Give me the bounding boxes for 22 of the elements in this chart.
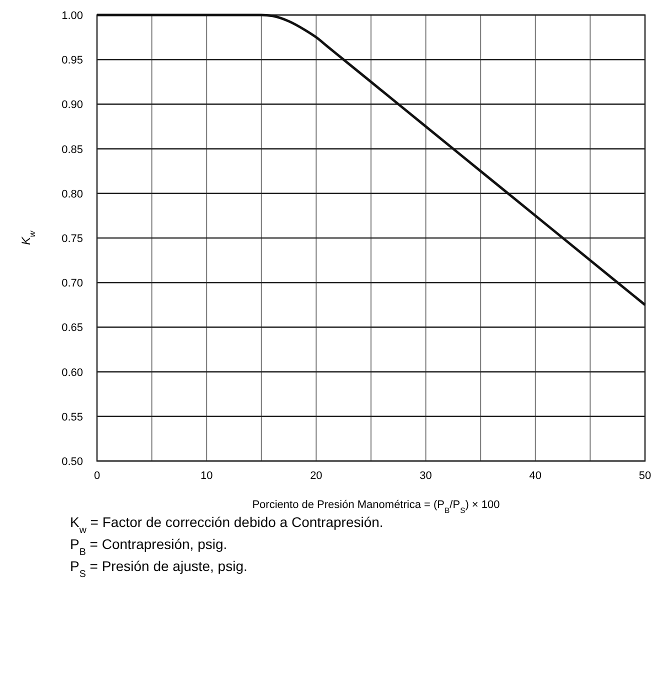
y-tick-label: 0.90 [62, 99, 83, 112]
x-tick-label: 40 [529, 470, 542, 482]
y-tick-label: 0.75 [62, 233, 83, 245]
text: P$_{S}$ = Presión de ajuste, psig. [70, 558, 248, 580]
y-tick-label: 0.55 [62, 411, 83, 424]
y-tick-label: 0.95 [62, 54, 83, 67]
y-tick-label: 0.60 [62, 366, 83, 379]
x-tick-label: 0 [94, 470, 100, 482]
x-tick-label: 20 [310, 470, 322, 482]
y-tick-label: 1.00 [62, 10, 83, 22]
text: K$_{w}$ = Factor de corrección debido a Contrapresión. [70, 514, 384, 536]
x-tick-label: 50 [638, 470, 652, 482]
text: P$_{B}$ = Contrapresión, psig. [70, 536, 228, 558]
y-tick-label: 0.70 [62, 278, 83, 290]
x-axis-title: Porciento de Presión Manométrica = (P$_{B}$/P$_{S}$) × 100 [252, 499, 500, 514]
x-tick-label: 30 [420, 470, 432, 482]
y-tick-label: 0.50 [62, 456, 83, 468]
line-series [96, 14, 646, 306]
y-tick-label: 0.80 [62, 188, 83, 200]
y-tick-label: 0.65 [62, 322, 83, 334]
x-tick-label: 10 [200, 470, 213, 482]
y-tick-label: 0.85 [62, 144, 83, 156]
